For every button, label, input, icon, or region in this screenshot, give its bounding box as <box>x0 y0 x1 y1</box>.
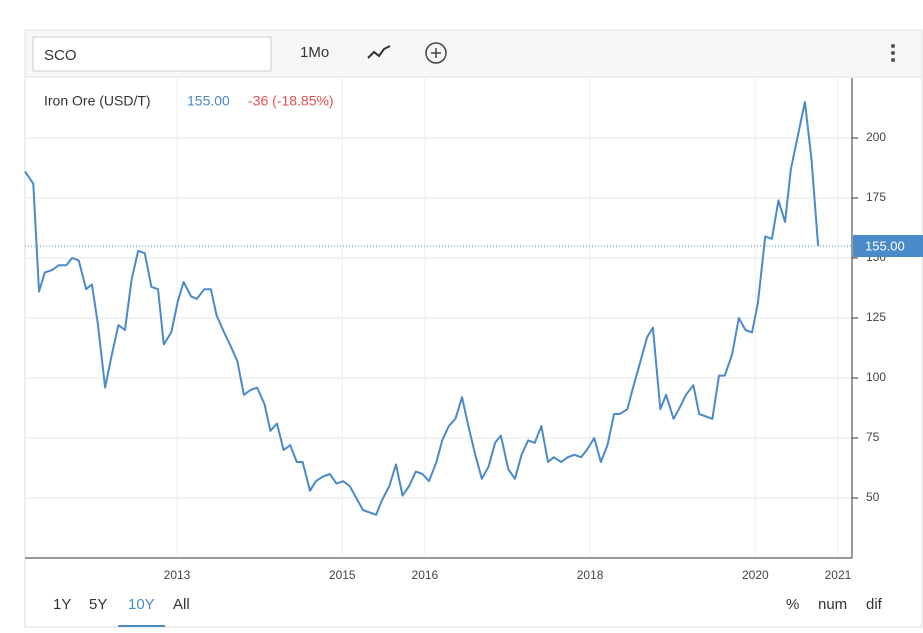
range-button[interactable]: 1Y <box>53 596 71 613</box>
menu-dot <box>891 44 895 48</box>
y-tick-label: 125 <box>866 310 886 324</box>
y-tick-label: 200 <box>866 130 886 144</box>
x-tick-label: 2015 <box>329 568 356 582</box>
mode-button[interactable]: dif <box>866 596 883 613</box>
range-button[interactable]: All <box>173 596 190 613</box>
last-value-box <box>853 235 923 257</box>
mode-button[interactable]: num <box>818 596 847 613</box>
range-button[interactable]: 5Y <box>89 596 107 613</box>
menu-dot <box>891 58 895 62</box>
last-value-label: 155.00 <box>865 238 905 253</box>
x-tick-label: 2020 <box>742 568 769 582</box>
symbol-input[interactable] <box>32 36 272 72</box>
chart-title: Iron Ore (USD/T) <box>44 93 151 109</box>
x-tick-label: 2016 <box>412 568 439 582</box>
y-tick-label: 50 <box>866 490 880 504</box>
range-button[interactable]: 10Y <box>128 596 155 613</box>
menu-icon[interactable] <box>891 44 895 62</box>
mode-button[interactable]: % <box>786 596 799 613</box>
chart-type-icon[interactable] <box>367 45 391 59</box>
menu-dot <box>891 51 895 55</box>
price-line <box>24 101 820 516</box>
x-tick-label: 2018 <box>577 568 604 582</box>
y-tick-label: 100 <box>866 370 886 384</box>
add-icon-plus <box>431 48 441 58</box>
change: -36 (-18.85%) <box>248 93 334 109</box>
interval-button[interactable]: 1Mo <box>300 44 329 61</box>
x-tick-label: 2013 <box>164 568 191 582</box>
y-tick-label: 75 <box>866 430 880 444</box>
x-tick-label: 2021 <box>825 568 852 582</box>
symbol-text: SCO <box>44 47 77 64</box>
last-value: 155.00 <box>187 93 230 109</box>
frame <box>24 29 923 628</box>
y-tick-label: 175 <box>866 190 886 204</box>
add-icon[interactable] <box>425 42 447 64</box>
